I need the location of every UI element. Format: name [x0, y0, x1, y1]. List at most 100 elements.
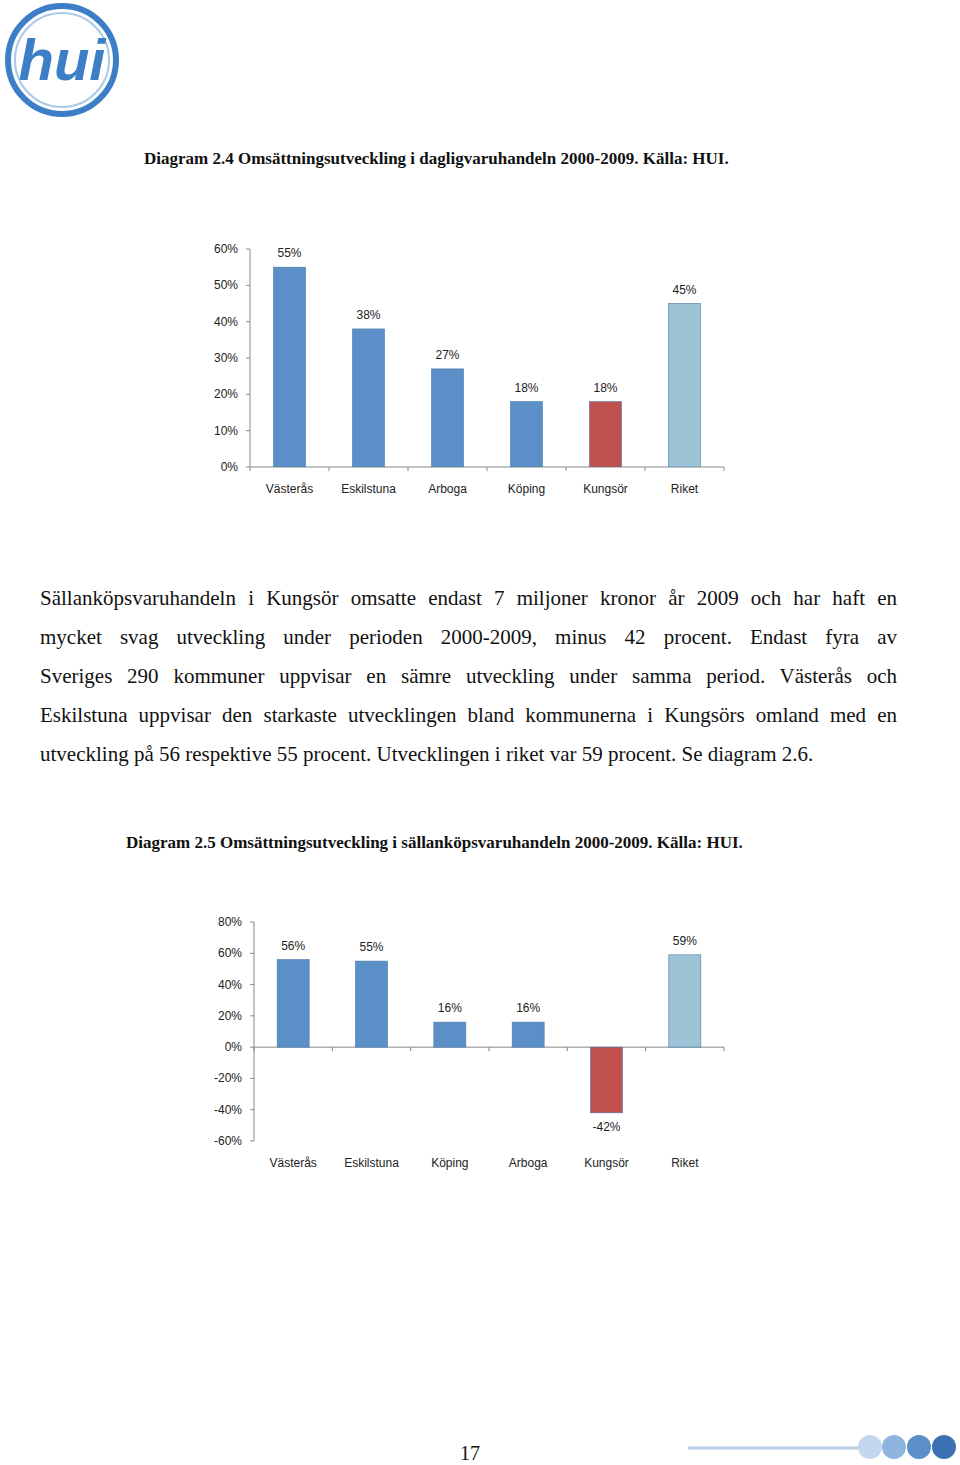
y-tick — [246, 249, 250, 250]
category-label: Köping — [431, 1156, 468, 1170]
y-tick-label: -60% — [214, 1134, 242, 1148]
body-line: mycket svag utveckling under perioden 20… — [40, 618, 897, 657]
x-tick — [408, 467, 409, 471]
y-tick — [246, 430, 250, 431]
bar — [511, 402, 543, 467]
category-label: Eskilstuna — [341, 482, 396, 496]
x-tick — [254, 1047, 255, 1051]
body-line: Eskilstuna uppvisar den starkaste utveck… — [40, 696, 897, 735]
bars — [277, 955, 701, 1113]
y-tick — [250, 1078, 254, 1079]
bar — [669, 955, 701, 1047]
y-tick — [246, 394, 250, 395]
chart: Diagram 2.4 Omsättningsutveckling i dagl… — [144, 149, 729, 496]
bar — [274, 267, 306, 467]
y-tick — [246, 321, 250, 322]
bar — [353, 329, 385, 467]
bar — [591, 1047, 623, 1113]
x-tick — [645, 467, 646, 471]
data-label: 16% — [516, 1001, 540, 1015]
y-tick-label: 0% — [225, 1040, 243, 1054]
category-label: Arboga — [509, 1156, 548, 1170]
y-tick-label: -20% — [214, 1071, 242, 1085]
bar — [512, 1022, 544, 1047]
footer-line — [688, 1447, 862, 1450]
x-tick — [332, 1047, 333, 1051]
page-number: 17 — [460, 1442, 480, 1464]
logo-text: hui — [19, 27, 108, 92]
y-tick — [250, 922, 254, 923]
y-tick-label: 10% — [214, 424, 238, 438]
y-tick — [246, 358, 250, 359]
category-label: Eskilstuna — [344, 1156, 399, 1170]
x-tick — [566, 467, 567, 471]
y-tick-label: -40% — [214, 1103, 242, 1117]
y-tick — [250, 953, 254, 954]
category-label: Västerås — [269, 1156, 316, 1170]
x-tick — [724, 467, 725, 471]
category-label: Arboga — [428, 482, 467, 496]
body-line: Sällanköpsvaruhandeln i Kungsör omsatte … — [40, 579, 897, 618]
category-label: Kungsör — [583, 482, 628, 496]
body-line: Sveriges 290 kommuner uppvisar en sämre … — [40, 657, 897, 696]
x-tick — [489, 1047, 490, 1051]
y-tick — [250, 1047, 254, 1048]
y-tick — [246, 467, 250, 468]
y-tick — [250, 984, 254, 985]
logo: hui — [8, 6, 116, 114]
category-label: Kungsör — [584, 1156, 629, 1170]
chart-title: Diagram 2.4 Omsättningsutveckling i dagl… — [144, 149, 729, 168]
bar — [434, 1022, 466, 1047]
data-label: 59% — [673, 934, 697, 948]
category-label: Köping — [508, 482, 545, 496]
footer-decoration — [688, 1435, 956, 1459]
data-label: 16% — [438, 1001, 462, 1015]
data-label: 45% — [672, 283, 696, 297]
data-label: -42% — [592, 1120, 620, 1134]
data-label: 18% — [593, 381, 617, 395]
body-line: utveckling på 56 respektive 55 procent. … — [40, 735, 897, 774]
data-label: 18% — [514, 381, 538, 395]
x-tick — [329, 467, 330, 471]
y-axis — [254, 922, 255, 1141]
chart: Diagram 2.5 Omsättningsutveckling i säll… — [126, 833, 743, 1170]
y-tick-label: 30% — [214, 351, 238, 365]
x-tick — [724, 1047, 725, 1051]
data-label: 55% — [359, 940, 383, 954]
y-tick-label: 0% — [221, 460, 239, 474]
footer-dot — [882, 1435, 906, 1459]
y-tick-label: 20% — [218, 1009, 242, 1023]
data-label: 27% — [435, 348, 459, 362]
x-tick — [487, 467, 488, 471]
data-label: 55% — [277, 246, 301, 260]
page-canvas: hui Diagram 2.4 Omsättningsutveckling i d… — [0, 0, 960, 1465]
y-tick-label: 80% — [218, 915, 242, 929]
bar — [590, 402, 622, 467]
bar — [432, 369, 464, 467]
category-label: Riket — [671, 1156, 699, 1170]
x-tick — [250, 467, 251, 471]
y-tick-label: 40% — [218, 978, 242, 992]
bar — [669, 304, 701, 468]
logo-ring — [8, 6, 116, 114]
y-tick-label: 60% — [218, 946, 242, 960]
y-tick-label: 50% — [214, 278, 238, 292]
y-tick — [250, 1141, 254, 1142]
y-tick — [250, 1015, 254, 1016]
footer-dot — [907, 1435, 931, 1459]
y-tick-label: 60% — [214, 242, 238, 256]
bars — [274, 267, 701, 467]
data-label: 38% — [356, 308, 380, 322]
data-label: 56% — [281, 939, 305, 953]
x-tick — [645, 1047, 646, 1051]
y-tick — [250, 1109, 254, 1110]
bar — [356, 961, 388, 1047]
x-tick — [410, 1047, 411, 1051]
footer-dot — [932, 1435, 956, 1459]
y-tick-label: 40% — [214, 315, 238, 329]
category-label: Västerås — [266, 482, 313, 496]
logo-inner-ring — [15, 13, 109, 107]
y-tick — [246, 285, 250, 286]
bar — [277, 960, 309, 1048]
y-tick-label: 20% — [214, 387, 238, 401]
